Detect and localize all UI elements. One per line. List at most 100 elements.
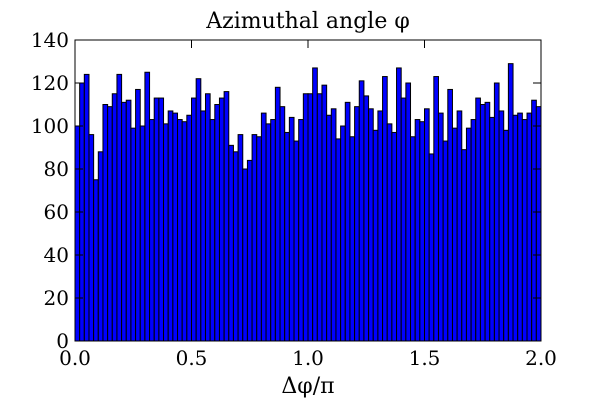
histogram-bar: [74, 125, 81, 342]
histogram-bar: [354, 106, 360, 342]
histogram-bar: [116, 73, 123, 342]
histogram-bar: [237, 134, 244, 342]
histogram-bar: [451, 127, 458, 342]
histogram-bar: [260, 112, 267, 342]
histogram-bar: [214, 104, 220, 342]
histogram-bar: [177, 119, 183, 342]
x-tick-label: 1.0: [292, 346, 324, 370]
histogram-bar: [433, 76, 439, 342]
histogram-bar: [270, 119, 276, 342]
histogram-bar: [279, 106, 286, 342]
histogram-bar: [386, 123, 393, 342]
histogram-bar: [419, 121, 425, 342]
histogram-bar: [489, 116, 495, 342]
histogram-bar: [340, 125, 346, 342]
histogram-bar: [181, 121, 188, 342]
histogram-bar: [307, 93, 314, 342]
histogram-bar: [144, 71, 151, 342]
histogram-bar: [391, 131, 398, 342]
y-tick-label: 20: [44, 286, 69, 310]
y-tick-label: 80: [44, 157, 69, 181]
histogram-bar: [149, 119, 155, 342]
histogram-bar: [135, 88, 141, 342]
histogram-bar: [288, 116, 295, 342]
histogram-bar: [400, 97, 407, 342]
histogram-bar: [363, 95, 370, 342]
histogram-bar: [498, 110, 505, 342]
histogram-bar: [102, 104, 109, 342]
histogram-bar: [396, 67, 402, 342]
x-tick-label: 0.0: [59, 346, 91, 370]
bars-group: [74, 63, 542, 342]
histogram-bar: [349, 136, 356, 342]
histogram-bar: [321, 84, 328, 342]
histogram-bar: [470, 119, 477, 342]
histogram-bar: [191, 97, 197, 342]
x-axis-label: Δφ/π: [281, 374, 334, 399]
y-tick-label: 0: [56, 329, 69, 353]
histogram-bar: [414, 119, 421, 342]
histogram-bar: [503, 129, 509, 342]
histogram-bar: [298, 119, 304, 342]
histogram-bar: [246, 159, 253, 342]
x-tick-label: 1.5: [409, 346, 441, 370]
histogram-bar: [111, 93, 118, 342]
histogram-bar: [484, 101, 491, 342]
histogram-bar: [344, 101, 351, 342]
histogram-bar: [218, 97, 225, 342]
histogram-bar: [312, 67, 318, 342]
histogram-bar: [531, 99, 537, 342]
histogram-bar: [368, 108, 374, 342]
histogram-bar: [405, 82, 412, 342]
histogram-bar: [83, 73, 90, 342]
histogram-bar: [377, 110, 384, 342]
histogram-bar: [461, 149, 467, 342]
histogram-bar: [223, 91, 230, 342]
histogram-bar: [172, 112, 179, 342]
histogram-bar: [163, 123, 169, 342]
histogram-bar: [526, 112, 533, 342]
histogram-bar: [479, 104, 486, 342]
histogram-bar: [535, 106, 542, 342]
y-tick-label: 140: [31, 28, 69, 52]
histogram-bar: [437, 112, 444, 342]
histogram-bar: [521, 119, 528, 342]
x-tick-label: 0.5: [176, 346, 208, 370]
histogram-bar: [507, 63, 514, 342]
histogram-bar: [512, 114, 519, 342]
histogram-bar: [93, 179, 99, 342]
histogram-bar: [232, 151, 239, 342]
histogram-bar: [256, 136, 262, 342]
histogram-bar: [293, 140, 300, 342]
histogram-bar: [447, 88, 453, 342]
chart-title: Azimuthal angle φ: [205, 9, 410, 34]
histogram-bar: [517, 112, 523, 342]
histogram-bar: [139, 125, 146, 342]
histogram-bar: [424, 108, 430, 342]
histogram-bar: [410, 136, 416, 342]
y-tick-label: 100: [31, 114, 69, 138]
histogram-bar: [167, 110, 174, 342]
y-tick-label: 40: [44, 243, 69, 267]
histogram-bar: [130, 127, 137, 342]
histogram-bar: [382, 76, 388, 342]
histogram-bar: [284, 131, 290, 342]
histogram-bar: [121, 101, 127, 342]
histogram-bar: [209, 119, 216, 342]
histogram-bar: [153, 97, 160, 342]
histogram-bar: [456, 110, 463, 342]
y-tick-label: 60: [44, 200, 69, 224]
histogram-bar: [107, 106, 113, 342]
histogram-bar: [442, 140, 449, 342]
histogram-bar: [358, 80, 365, 342]
histogram-bar: [125, 99, 132, 342]
histogram-bar: [265, 123, 272, 342]
histogram-bar: [251, 134, 258, 342]
histogram-bar: [475, 97, 481, 342]
histogram-bar: [204, 93, 211, 342]
histogram-bar: [326, 114, 332, 342]
x-tick-label: 2.0: [525, 346, 557, 370]
histogram-bar: [186, 114, 192, 342]
